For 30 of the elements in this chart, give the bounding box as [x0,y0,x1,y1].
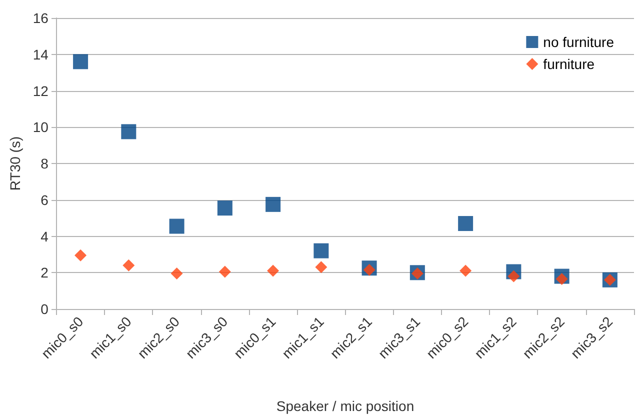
point [266,196,281,212]
point [122,259,135,272]
point [314,243,329,258]
y-axis-title: RT30 (s) [7,136,23,191]
point [508,270,520,282]
point [460,264,472,277]
point [169,218,184,234]
y-tick-label: 2 [40,264,49,281]
y-tick-label: 6 [40,192,49,208]
y-tick-label: 8 [40,156,49,172]
point [315,261,328,274]
y-tick-label: 16 [32,10,49,26]
point [121,124,136,140]
point [458,216,474,232]
point [73,54,88,70]
y-tick-label: 14 [32,46,49,62]
x-axis-title: Speaker / mic position [276,398,414,414]
point [170,268,183,280]
y-tick-label: 0 [40,301,49,317]
point [267,264,280,277]
legend-label: no furniture [543,34,614,50]
point [74,249,87,262]
y-tick-label: 10 [32,119,49,136]
y-tick-label: 4 [40,228,49,244]
y-tick-label: 12 [32,82,49,99]
legend-label: furniture [543,56,595,72]
point [217,200,232,216]
point [218,266,231,278]
point [363,264,376,276]
point [556,272,568,285]
